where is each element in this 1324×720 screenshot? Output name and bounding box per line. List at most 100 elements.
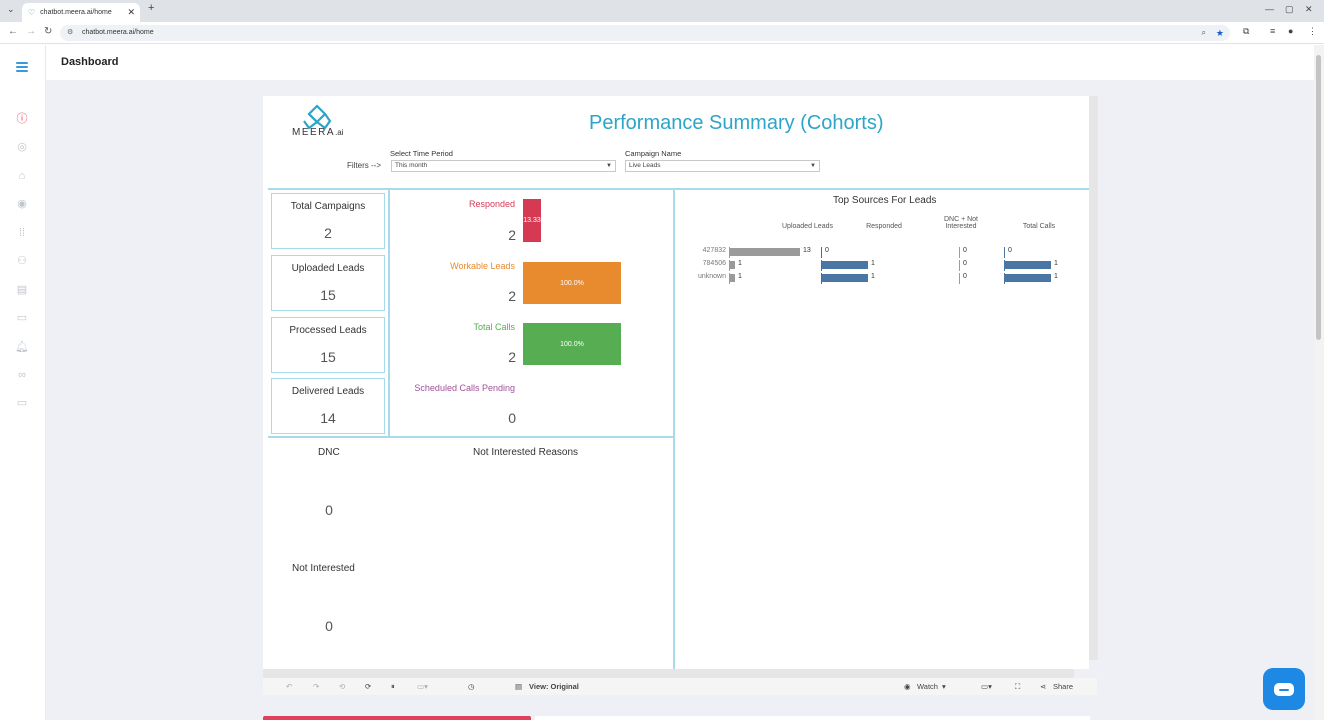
device-layout-icon[interactable]: ▭▾ [981,682,992,691]
profile-avatar-icon[interactable]: ● [1288,26,1294,36]
menu-kebab-icon[interactable]: ⋮ [1308,26,1317,36]
back-icon[interactable]: ← [8,26,18,37]
dashboard-horizontal-scrollbar[interactable] [263,669,1074,678]
users-icon[interactable]: ⚇ [17,255,27,267]
source-axis-tick [1004,247,1005,258]
sidebar: ⓘ ◎ ⌂ ◉ ⁞⁞ ⚇ ▤ ▭ 🔔︎ ∞ ▭ [0,45,46,720]
user-circle-icon[interactable]: ◎ [17,141,27,153]
bookmark-star-icon[interactable]: ★ [1215,28,1224,38]
metric-responded-bar: 13.33 [523,199,541,242]
revert-icon[interactable]: ⟲ [339,682,346,691]
source-axis-tick [821,273,822,284]
fullscreen-pane-icon[interactable]: ▭▾ [417,682,428,691]
source-value-responded: 0 [825,247,829,254]
link-icon[interactable]: ∞ [18,369,26,381]
favicon-icon: ♡ [28,8,36,17]
pause-updates-icon[interactable]: ⏸ [391,682,395,691]
forward-icon[interactable]: → [26,26,36,37]
campaign-select[interactable]: Live Leads ▼ [625,160,820,172]
dashboard-title: Performance Summary (Cohorts) [589,112,884,134]
filters-label: Filters --> [347,161,381,170]
top-sources-title: Top Sources For Leads [833,195,937,206]
chat-icon[interactable]: ▭ [16,397,28,409]
source-value-uploaded: 13 [803,247,811,254]
time-period-select[interactable]: This month ▼ [391,160,616,172]
next-card-edge [263,716,531,720]
source-bar-uploaded [730,261,735,269]
site-info-icon[interactable]: ⚙ [67,29,74,36]
source-axis-tick [729,260,730,271]
divider [268,188,1089,190]
share-button[interactable]: Share [1053,682,1074,691]
minimize-icon[interactable]: — [1265,4,1274,14]
source-axis-tick [821,247,822,258]
metric-workable-bar: 100.0% [523,262,621,304]
source-value-responded: 1 [871,260,875,267]
grid-icon[interactable]: ⁞⁞ [18,227,26,239]
watch-icon[interactable]: ◉ [904,682,911,691]
alert-icon[interactable]: ⓘ [16,113,28,125]
source-value-uploaded: 1 [738,260,742,267]
document-icon[interactable]: ▤ [16,284,28,296]
watch-button[interactable]: Watch [917,682,938,691]
bell-icon[interactable]: 🔔︎ [15,341,29,353]
divider [388,188,390,437]
source-axis-tick [959,273,960,284]
col-responded: Responded [866,223,902,230]
chat-widget-button[interactable] [1263,668,1305,710]
source-value-uploaded: 1 [738,273,742,280]
reload-icon[interactable]: ↻ [44,26,53,37]
close-tab-icon[interactable]: ✕ [127,7,135,17]
tab-search-icon[interactable]: ⌄ [7,4,15,14]
chevron-down-icon[interactable]: ▾ [942,682,946,691]
card-icon[interactable]: ▭ [16,312,28,324]
fullscreen-icon[interactable]: ⛶ [1015,682,1021,691]
browser-tab[interactable]: ♡ chatbot.meera.ai/home ✕ [22,3,140,22]
dashboard-toolbar: ↶ ↷ ⟲ ⟳ ⏸ ▭▾ ◷ ▤ View: Original ◉ Watch … [263,678,1097,695]
url-field[interactable]: ⚙ chatbot.meera.ai/home ⌕ ★ [60,25,1230,41]
source-value-calls: 1 [1054,260,1058,267]
metric-scheduled-label: Scheduled Calls Pending [414,383,515,393]
view-icon[interactable]: ▤ [515,682,523,691]
campaign-label: Campaign Name [625,149,682,158]
new-tab-icon[interactable]: + [148,2,155,14]
zoom-icon[interactable]: ⌕ [1201,28,1206,37]
media-icon[interactable]: ≡ [1270,26,1276,36]
dashboard-vertical-scrollbar[interactable] [1089,96,1098,660]
col-total-calls: Total Calls [1022,223,1056,230]
person-icon[interactable]: ◉ [17,198,27,210]
kpi-processed-leads: Processed Leads 15 [271,317,385,373]
share-icon[interactable]: ⋖ [1040,682,1047,691]
source-value-responded: 1 [871,273,875,280]
source-value-dnc: 0 [963,247,967,254]
metric-total-calls-bar: 100.0% [523,323,621,365]
app-header: Dashboard [46,45,1314,80]
metric-workable-label: Workable Leads [450,261,515,271]
browser-tab-bar: ⌄ ♡ chatbot.meera.ai/home ✕ + — ▢ ✕ [0,0,1324,22]
close-window-icon[interactable]: ✕ [1305,4,1313,14]
kpi-total-campaigns: Total Campaigns 2 [271,193,385,249]
page-title: Dashboard [61,56,119,68]
extensions-icon[interactable]: ⧉ [1243,26,1250,36]
logo-text: MEERA.ai [292,127,344,138]
source-bar-uploaded [730,274,735,282]
restore-icon[interactable]: ▢ [1285,4,1294,14]
meera-logo [303,104,332,130]
source-value-calls: 1 [1054,273,1058,280]
source-axis-tick [729,273,730,284]
page-scrollbar[interactable] [1314,45,1324,720]
not-interested-reasons-title: Not Interested Reasons [473,447,579,458]
redo-icon[interactable]: ↷ [313,682,320,691]
undo-icon[interactable]: ↶ [286,682,293,691]
next-card-edge [535,716,1090,720]
source-bar-uploaded [730,248,800,256]
dnc-label: DNC [318,447,340,458]
refresh-data-icon[interactable]: ⟳ [365,682,372,691]
history-icon[interactable]: ◷ [468,682,475,691]
home-icon[interactable]: ⌂ [18,170,26,182]
hamburger-menu-icon[interactable] [16,62,28,74]
dashboard-embed [263,96,1089,669]
not-interested-value: 0 [325,618,333,634]
source-bar-responded [822,274,868,282]
view-original-button[interactable]: View: Original [529,682,579,691]
